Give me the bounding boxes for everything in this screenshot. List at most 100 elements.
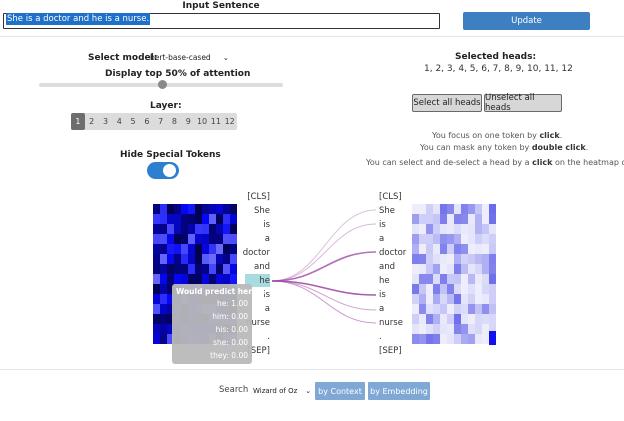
- heatmap-cell[interactable]: [475, 204, 482, 214]
- left-token[interactable]: [SEP]: [247, 346, 270, 356]
- heatmap-cell[interactable]: [440, 334, 447, 344]
- heatmap-cell[interactable]: [167, 214, 174, 224]
- heatmap-cell[interactable]: [419, 234, 426, 244]
- heatmap-cell[interactable]: [160, 294, 167, 304]
- heatmap-cell[interactable]: [482, 264, 489, 274]
- right-token[interactable]: is: [379, 220, 386, 230]
- heatmap-cell[interactable]: [230, 204, 237, 214]
- heatmap-cell[interactable]: [447, 324, 454, 334]
- heatmap-cell[interactable]: [426, 254, 433, 264]
- heatmap-cell[interactable]: [454, 294, 461, 304]
- heatmap-cell[interactable]: [216, 204, 223, 214]
- heatmap-cell[interactable]: [461, 324, 468, 334]
- heatmap-cell[interactable]: [426, 324, 433, 334]
- heatmap-cell[interactable]: [461, 254, 468, 264]
- heatmap-cell[interactable]: [461, 294, 468, 304]
- heatmap-cell[interactable]: [167, 254, 174, 264]
- heatmap-cell[interactable]: [482, 254, 489, 264]
- heatmap-cell[interactable]: [426, 274, 433, 284]
- heatmap-cell[interactable]: [440, 314, 447, 324]
- heatmap-cell[interactable]: [188, 214, 195, 224]
- heatmap-cell[interactable]: [174, 214, 181, 224]
- heatmap-cell[interactable]: [216, 254, 223, 264]
- heatmap-cell[interactable]: [230, 234, 237, 244]
- heatmap-cell[interactable]: [475, 334, 482, 344]
- heatmap-cell[interactable]: [167, 224, 174, 234]
- heatmap-cell[interactable]: [174, 224, 181, 234]
- heatmap-cell[interactable]: [412, 274, 419, 284]
- heatmap-cell[interactable]: [468, 264, 475, 274]
- heatmap-cell[interactable]: [468, 294, 475, 304]
- heatmap-cell[interactable]: [489, 304, 496, 314]
- heatmap-cell[interactable]: [160, 314, 167, 324]
- right-token[interactable]: a: [379, 234, 385, 244]
- heatmap-cell[interactable]: [468, 204, 475, 214]
- heatmap-cell[interactable]: [202, 224, 209, 234]
- heatmap-cell[interactable]: [167, 314, 174, 324]
- heatmap-cell[interactable]: [223, 224, 230, 234]
- heatmap-cell[interactable]: [160, 214, 167, 224]
- heatmap-cell[interactable]: [433, 234, 440, 244]
- heatmap-cell[interactable]: [419, 304, 426, 314]
- heatmap-cell[interactable]: [188, 254, 195, 264]
- heatmap-cell[interactable]: [440, 254, 447, 264]
- heatmap-cell[interactable]: [447, 234, 454, 244]
- heatmap-cell[interactable]: [461, 284, 468, 294]
- heatmap-cell[interactable]: [475, 294, 482, 304]
- heatmap-cell[interactable]: [447, 294, 454, 304]
- heatmap-cell[interactable]: [419, 224, 426, 234]
- heatmap-cell[interactable]: [160, 334, 167, 344]
- heatmap-cell[interactable]: [153, 304, 160, 314]
- heatmap-cell[interactable]: [447, 284, 454, 294]
- heatmap-cell[interactable]: [433, 264, 440, 274]
- heatmap-cell[interactable]: [433, 334, 440, 344]
- heatmap-cell[interactable]: [412, 204, 419, 214]
- heatmap-cell[interactable]: [223, 214, 230, 224]
- right-token[interactable]: She: [379, 206, 396, 216]
- heatmap-cell[interactable]: [223, 244, 230, 254]
- heatmap-cell[interactable]: [433, 214, 440, 224]
- heatmap-cell[interactable]: [461, 224, 468, 234]
- heatmap-cell[interactable]: [475, 264, 482, 274]
- heatmap-cell[interactable]: [160, 204, 167, 214]
- heatmap-cell[interactable]: [153, 334, 160, 344]
- heatmap-cell[interactable]: [181, 274, 188, 284]
- heatmap-cell[interactable]: [188, 234, 195, 244]
- heatmap-cell[interactable]: [153, 224, 160, 234]
- by-embedding-button[interactable]: by Embedding: [368, 382, 430, 400]
- heatmap-cell[interactable]: [153, 254, 160, 264]
- heatmap-cell[interactable]: [160, 324, 167, 334]
- heatmap-cell[interactable]: [461, 214, 468, 224]
- heatmap-cell[interactable]: [454, 334, 461, 344]
- heatmap-cell[interactable]: [454, 244, 461, 254]
- heatmap-cell[interactable]: [181, 264, 188, 274]
- heatmap-cell[interactable]: [419, 244, 426, 254]
- heatmap-cell[interactable]: [489, 294, 496, 304]
- heatmap-cell[interactable]: [475, 224, 482, 234]
- heatmap-cell[interactable]: [167, 264, 174, 274]
- heatmap-cell[interactable]: [167, 234, 174, 244]
- heatmap-cell[interactable]: [454, 264, 461, 274]
- heatmap-cell[interactable]: [209, 224, 216, 234]
- heatmap-cell[interactable]: [230, 264, 237, 274]
- heatmap-cell[interactable]: [489, 244, 496, 254]
- left-token[interactable]: is: [263, 290, 270, 300]
- right-token[interactable]: doctor: [379, 248, 407, 258]
- heatmap-cell[interactable]: [412, 284, 419, 294]
- heatmap-cell[interactable]: [468, 284, 475, 294]
- heatmap-cell[interactable]: [482, 324, 489, 334]
- heatmap-cell[interactable]: [195, 214, 202, 224]
- heatmap-cell[interactable]: [454, 214, 461, 224]
- heatmap-cell[interactable]: [461, 334, 468, 344]
- right-token[interactable]: and: [379, 262, 395, 272]
- layer-button-5[interactable]: 5: [130, 117, 136, 126]
- heatmap-cell[interactable]: [216, 224, 223, 234]
- heatmap-cell[interactable]: [475, 234, 482, 244]
- heatmap-cell[interactable]: [468, 304, 475, 314]
- heatmap-cell[interactable]: [174, 264, 181, 274]
- heatmap-cell[interactable]: [440, 264, 447, 274]
- heatmap-cell[interactable]: [223, 234, 230, 244]
- heatmap-cell[interactable]: [433, 304, 440, 314]
- heatmap-cell[interactable]: [433, 324, 440, 334]
- heatmap-right[interactable]: [412, 204, 496, 345]
